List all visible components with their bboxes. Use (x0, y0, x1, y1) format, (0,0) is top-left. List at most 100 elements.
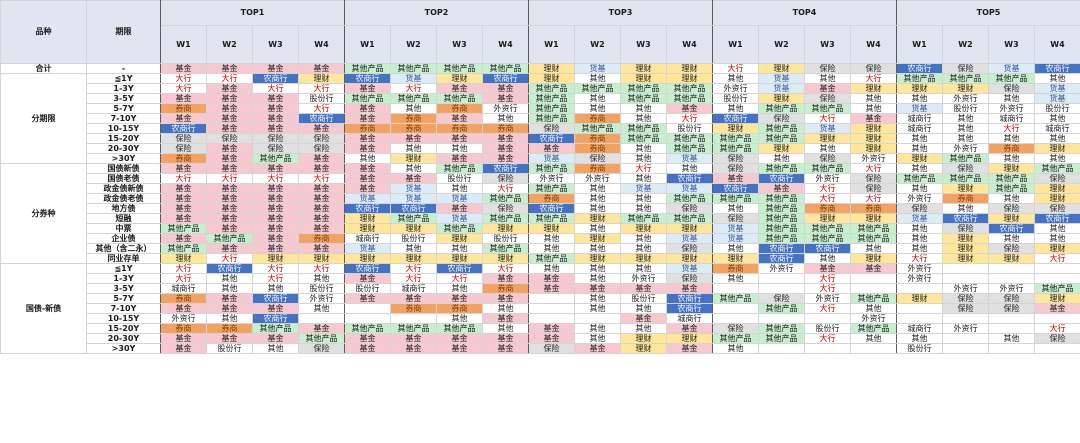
investor-cell: 其他 (896, 243, 943, 254)
term-label: 15-20Y (86, 323, 161, 334)
investor-cell: 货基 (528, 153, 575, 164)
investor-cell: 基金 (206, 163, 253, 174)
investor-cell: 大行 (160, 173, 207, 184)
investor-cell: 券商 (482, 283, 529, 294)
investor-cell: 农商行 (758, 243, 805, 254)
term-label: - (86, 63, 161, 74)
investor-cell: 其他 (252, 283, 299, 294)
investor-cell: 基金 (160, 203, 207, 214)
investor-cell: 理财 (528, 73, 575, 84)
investor-cell: 农商行 (528, 133, 575, 144)
investor-cell: 基金 (574, 343, 621, 354)
investor-cell: 理财 (804, 133, 851, 144)
investor-cell: 基金 (344, 343, 391, 354)
table-row: 短融 基金 基金 基金 基金 理财 其他产品 货基 其他产品 其他产品 理财 其他产品 其他产品 保险 其他… (1, 213, 1080, 224)
investor-cell: 其他 (436, 143, 483, 154)
investor-cell: 其他产品 (620, 213, 667, 224)
investor-cell (896, 313, 943, 324)
investor-cell: 农商行 (482, 163, 529, 174)
investor-cell: 理财 (1034, 183, 1080, 194)
term-label: 3-5Y (86, 283, 161, 294)
investor-cell: 基金 (160, 233, 207, 244)
investor-cell: 理财 (1034, 243, 1080, 254)
investor-cell: 理财 (390, 223, 437, 234)
investor-cell: 基金 (160, 163, 207, 174)
investor-cell: 保险 (804, 63, 851, 74)
investor-cell: 理财 (528, 63, 575, 74)
investor-cell: 货基 (574, 63, 621, 74)
investor-cell: 基金 (206, 223, 253, 234)
investor-cell (1034, 343, 1080, 354)
investor-cell: 基金 (160, 113, 207, 124)
investor-cell: 理财 (666, 333, 713, 344)
investor-cell: 理财 (804, 213, 851, 224)
investor-cell: 基金 (206, 293, 253, 304)
investor-cell: 保险 (758, 113, 805, 124)
investor-cell: 其他产品 (390, 93, 437, 104)
investor-cell: 理财 (390, 253, 437, 264)
investor-cell: 农商行 (758, 253, 805, 264)
investor-cell: 其他 (620, 103, 667, 114)
investor-cell: 大行 (390, 273, 437, 284)
investor-cell: 其他产品 (436, 63, 483, 74)
investor-cell: 理财 (482, 253, 529, 264)
investor-cell: 其他 (206, 283, 253, 294)
investor-cell: 理财 (1034, 193, 1080, 204)
investor-cell: 股份行 (666, 123, 713, 134)
investor-cell: 理财 (344, 213, 391, 224)
investor-cell: 理财 (758, 143, 805, 154)
investor-cell: 其他产品 (896, 173, 943, 184)
investor-cell: 保险 (666, 243, 713, 254)
table-row: 7-10Y 基金 基金 基金 其他 券商 券商 其他 其他 其他 农商行 其他产品 大行 其他 保险 保险 基金 (1, 303, 1080, 314)
investor-cell: 基金 (206, 333, 253, 344)
investor-cell: 基金 (160, 193, 207, 204)
investor-cell: 保险 (988, 303, 1035, 314)
investor-cell: 农商行 (436, 263, 483, 274)
investor-cell: 大行 (390, 263, 437, 274)
investor-cell: 保险 (252, 143, 299, 154)
investor-cell: 基金 (252, 213, 299, 224)
investor-cell: 其他产品 (344, 93, 391, 104)
investor-cell (528, 303, 575, 314)
investor-cell (988, 343, 1035, 354)
investor-cell: 理财 (620, 63, 667, 74)
table-row: 政金债老债 基金 基金 基金 基金 货基 货基 货基 其他产品 券商 其他 其他 其他产品 其他产品 其他产… (1, 193, 1080, 204)
investor-cell: 其他产品 (436, 323, 483, 334)
investor-cell: 理财 (712, 123, 759, 134)
investor-cell: 基金 (206, 143, 253, 154)
investor-cell: 其他产品 (666, 143, 713, 154)
table-header: 品种 期限 TOP1 TOP2 TOP3 TOP4 TOP5 W1 W2 W3 W4 W… (0, 0, 1080, 64)
table-row: 1-3Y 大行 基金 大行 大行 基金 大行 基金 基金 其他产品 其他产品 其他产品 其他产品 外资行货… (1, 83, 1080, 94)
week-header: W4 (298, 25, 345, 64)
investor-cell: 其他 (1034, 73, 1080, 84)
week-header: W2 (574, 25, 621, 64)
term-label: 其他（含二永） (86, 243, 161, 254)
investor-cell: 其他 (850, 93, 897, 104)
investor-cell: 基金 (252, 243, 299, 254)
investor-cell: 股份行 (1034, 103, 1080, 114)
investor-cell: 货基 (344, 193, 391, 204)
term-label: 5-7Y (86, 103, 161, 114)
investor-cell: 保险 (298, 143, 345, 154)
investor-cell: 理财 (252, 253, 299, 264)
investor-cell: 其他产品 (252, 323, 299, 334)
investor-cell: 其他 (298, 273, 345, 284)
investor-cell: 基金 (206, 203, 253, 214)
term-label: 10-15Y (86, 313, 161, 324)
investor-cell: 股份行 (804, 323, 851, 334)
investor-cell: 保险 (666, 273, 713, 284)
investor-cell: 其他产品 (390, 63, 437, 74)
top3-header: TOP3 (528, 0, 713, 26)
investor-cell: 农商行 (528, 203, 575, 214)
investor-cell: 基金 (252, 233, 299, 244)
investor-cell: 其他产品 (758, 323, 805, 334)
investor-cell: 理财 (758, 63, 805, 74)
investor-cell: 大行 (206, 73, 253, 84)
investor-cell: 大行 (804, 333, 851, 344)
investor-cell: 理财 (988, 163, 1035, 174)
investor-cell: 券商 (574, 143, 621, 154)
investor-cell: 股份行 (896, 343, 943, 354)
investor-cell: 保险 (528, 123, 575, 134)
table-row: 中票 其他产品 基金 基金 基金 理财 理财 其他产品 理财 理财 其他 理财 理财 货基 其他产品 其他产品… (1, 223, 1080, 234)
investor-cell: 基金 (298, 183, 345, 194)
